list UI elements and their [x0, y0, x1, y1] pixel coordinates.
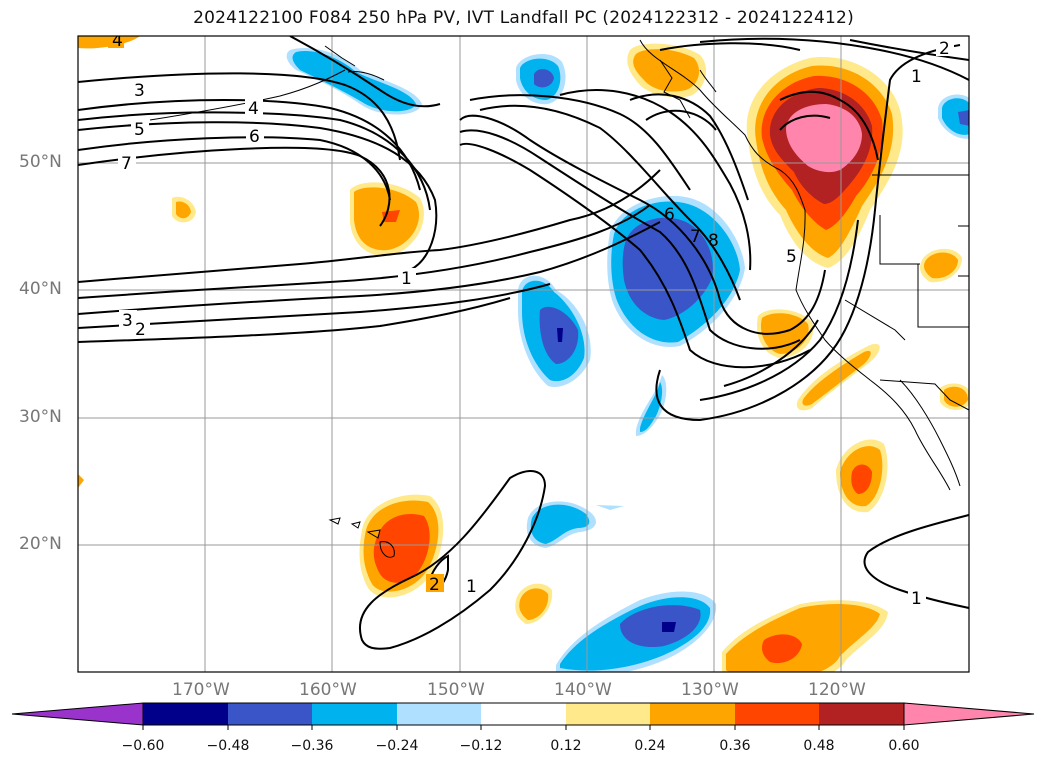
contour-label-16: 1 — [466, 577, 477, 597]
map-frame — [77, 35, 970, 673]
colorbar-tick-label: 0.24 — [634, 738, 666, 754]
contour-label-10: 6 — [664, 205, 675, 225]
contour-label-6: 7 — [121, 154, 132, 174]
lon-label-160w: 160°W — [299, 680, 357, 700]
colorbar-seg-7 — [650, 703, 735, 725]
contour-label-9: 2 — [135, 320, 146, 340]
contour-label-17: 2 — [429, 575, 440, 595]
coastlines — [149, 39, 969, 491]
colorbar-seg-4 — [397, 703, 481, 725]
chart-title: 2024122100 F084 250 hPa PV, IVT Landfall… — [193, 8, 854, 28]
colorbar-seg-5 — [481, 703, 566, 725]
colorbar-tick-label: 0.12 — [550, 738, 582, 754]
contour-label-18: 1 — [911, 589, 922, 609]
colorbar-tick-label: −0.12 — [459, 738, 503, 754]
contour-label-7: 1 — [401, 269, 412, 289]
colorbar-tick-label: −0.60 — [121, 738, 165, 754]
contour-label-4: 4 — [248, 99, 259, 119]
colorbar-seg-6 — [566, 703, 650, 725]
contour-label-14: 1 — [911, 67, 922, 87]
contour-labels: 4 3 5 4 6 7 1 3 2 6 7 8 5 1 2 1 — [108, 31, 954, 609]
contour-label-13: 5 — [786, 247, 797, 267]
colorbar-seg-9 — [819, 703, 904, 725]
contour-label-1: 4 — [112, 31, 123, 51]
colorbar-tick-label: 0.48 — [803, 738, 835, 754]
map-plot-area: 4 3 5 4 6 7 1 3 2 6 7 8 5 1 2 1 — [78, 31, 969, 672]
contour-label-5: 6 — [249, 127, 260, 147]
contour-label-11: 7 — [690, 227, 701, 247]
lon-label-150w: 150°W — [427, 680, 485, 700]
lat-label-40n: 40°N — [19, 279, 62, 299]
pv-negative-shading — [286, 48, 969, 672]
lat-label-30n: 30°N — [19, 407, 62, 427]
contour-label-12: 8 — [708, 231, 719, 251]
contour-label-15: 2 — [939, 39, 950, 59]
contour-label-2: 3 — [134, 81, 145, 101]
lon-label-140w: 140°W — [554, 680, 612, 700]
colorbar-tick-label: −0.36 — [290, 738, 334, 754]
lat-label-50n: 50°N — [19, 152, 62, 172]
colorbar-seg-2 — [228, 703, 313, 725]
pv-positive-shading — [78, 36, 969, 672]
colorbar-extend-high — [903, 702, 1035, 726]
colorbar-tick-label: 0.36 — [719, 738, 751, 754]
colorbar-tick-label: 0.60 — [888, 738, 920, 754]
colorbar-tick-label: −0.24 — [375, 738, 419, 754]
contour-label-3: 5 — [134, 120, 145, 140]
colorbar-seg-1 — [143, 703, 228, 725]
colorbar — [11, 702, 1035, 730]
colorbar-tick-label: −0.48 — [206, 738, 250, 754]
lon-label-130w: 130°W — [681, 680, 739, 700]
hawaii-islands — [328, 517, 395, 558]
contour-label-8: 3 — [122, 311, 133, 331]
lat-label-20n: 20°N — [19, 534, 62, 554]
colorbar-seg-3 — [312, 703, 397, 725]
colorbar-seg-8 — [735, 703, 819, 725]
lon-label-170w: 170°W — [172, 680, 230, 700]
colorbar-extend-low — [11, 702, 144, 726]
lon-label-120w: 120°W — [808, 680, 866, 700]
ivt-contours — [78, 36, 969, 650]
